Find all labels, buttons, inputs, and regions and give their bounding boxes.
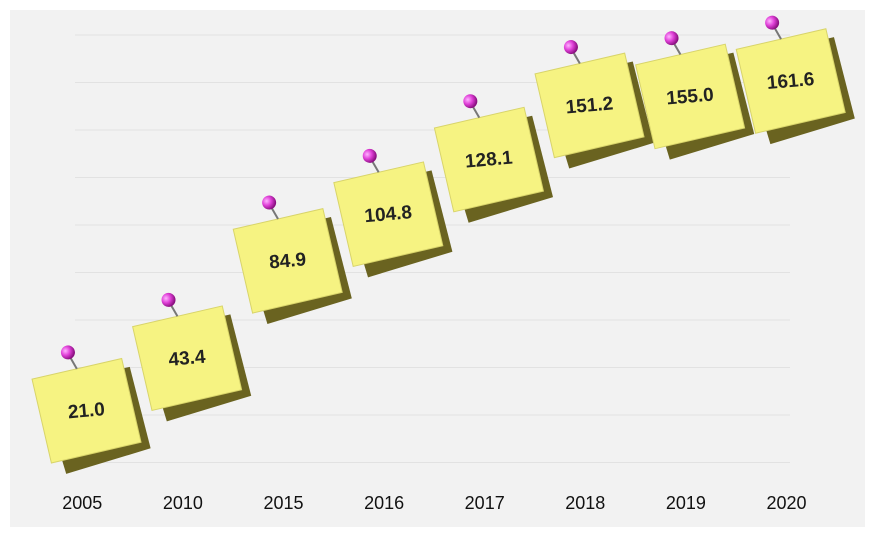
value-label: 161.6: [766, 69, 815, 94]
value-label: 155.0: [665, 84, 714, 109]
sticky-note: 43.4: [132, 292, 252, 422]
sticky-note: 84.9: [232, 195, 352, 325]
x-tick-label: 2020: [766, 493, 806, 513]
pin-head: [60, 345, 75, 360]
pin-head: [463, 94, 478, 109]
sticky-note: 104.8: [333, 148, 453, 278]
x-tick-label: 2017: [465, 493, 505, 513]
sticky-note: 155.0: [635, 31, 755, 160]
sticky-note: 161.6: [735, 15, 855, 145]
sticky-note: 128.1: [433, 94, 554, 223]
value-label: 84.9: [268, 249, 307, 273]
x-tick-label: 2015: [263, 493, 303, 513]
pin-needle: [572, 51, 581, 64]
value-label: 43.4: [168, 347, 207, 371]
pin-needle: [672, 42, 682, 56]
value-label: 21.0: [67, 399, 106, 423]
pin-head: [563, 40, 578, 55]
x-tick-label: 2016: [364, 493, 404, 513]
pin-head: [262, 195, 277, 210]
pin-head: [765, 15, 780, 30]
pin-needle: [370, 160, 380, 173]
note: [232, 208, 343, 314]
sticky-note: 151.2: [534, 40, 654, 169]
note: [735, 28, 846, 134]
sticky-note: 21.0: [31, 345, 151, 474]
pin-needle: [169, 304, 179, 317]
pin-head: [664, 31, 679, 46]
note: [433, 106, 545, 213]
pin-needle: [69, 356, 78, 370]
pin-needle: [471, 105, 481, 119]
pin-needle: [773, 26, 782, 40]
pin-head: [161, 292, 176, 307]
x-tick-label: 2018: [565, 493, 605, 513]
pin-head: [362, 148, 377, 163]
x-tick-label: 2019: [666, 493, 706, 513]
note: [635, 43, 746, 150]
note: [534, 52, 645, 159]
value-label: 104.8: [364, 202, 413, 227]
pin-needle: [270, 206, 279, 220]
value-label: 151.2: [565, 93, 614, 118]
value-label: 128.1: [464, 148, 514, 173]
x-tick-label: 2010: [163, 493, 203, 513]
x-tick-label: 2005: [62, 493, 102, 513]
note: [333, 161, 444, 268]
